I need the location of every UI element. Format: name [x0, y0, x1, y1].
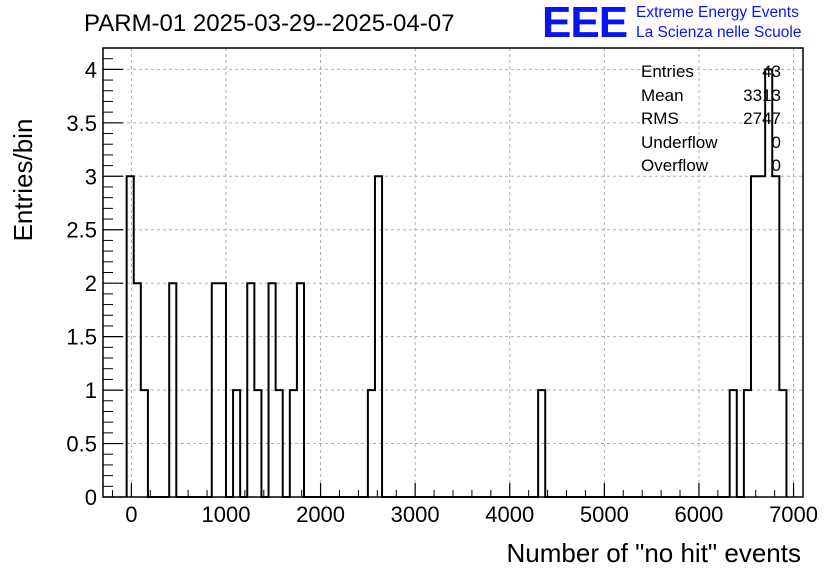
y-axis-label: Entries/bin — [8, 119, 38, 242]
logo-line-2: La Scienza nelle Scuole — [636, 24, 802, 41]
y-tick-label: 3.5 — [66, 111, 97, 136]
stats-row-overflow: Overflow 0 — [641, 154, 781, 178]
logo-line-1: Extreme Energy Events — [636, 4, 799, 21]
y-tick-label: 0 — [85, 485, 97, 510]
y-tick-label: 4 — [85, 57, 97, 82]
y-tick-label: 2.5 — [66, 218, 97, 243]
stats-label: RMS — [641, 109, 679, 128]
stats-value: 3313 — [743, 85, 781, 105]
chart-title: PARM-01 2025-03-29--2025-04-07 — [84, 10, 455, 37]
x-tick-label: 0 — [125, 502, 137, 527]
x-tick-label: 7000 — [769, 502, 818, 527]
x-tick-label: 1000 — [201, 502, 250, 527]
y-tick-label: 1.5 — [66, 325, 97, 350]
x-tick-labels: 0 1000 2000 3000 4000 5000 6000 7000 — [125, 502, 818, 527]
stats-row-entries: Entries 43 — [641, 60, 781, 84]
stats-row-mean: Mean 3313 — [641, 84, 781, 108]
axis-ticks — [103, 47, 795, 498]
stats-row-rms: RMS 2747 — [641, 107, 781, 131]
y-tick-label: 2 — [85, 271, 97, 296]
stats-value: 43 — [762, 62, 781, 81]
x-axis-label: Number of "no hit" events — [507, 538, 802, 568]
stats-value: 0 — [771, 132, 781, 152]
eee-logo-text: Extreme Energy Events La Scienza nelle S… — [636, 3, 801, 43]
eee-logo: EEE — [542, 0, 628, 47]
stats-label: Mean — [641, 85, 684, 105]
y-tick-label: 3 — [85, 164, 97, 189]
x-tick-label: 3000 — [391, 502, 440, 527]
stats-row-underflow: Underflow 0 — [641, 131, 781, 155]
y-tick-label: 0.5 — [66, 432, 97, 457]
stats-label: Underflow — [641, 132, 718, 152]
x-tick-label: 5000 — [580, 502, 629, 527]
x-tick-label: 2000 — [296, 502, 345, 527]
y-tick-label: 1 — [85, 378, 97, 403]
stats-label: Entries — [641, 62, 694, 81]
x-tick-label: 4000 — [485, 502, 534, 527]
grid-lines — [103, 48, 803, 498]
stats-box: Entries 43 Mean 3313 RMS 2747 Underflow … — [641, 60, 781, 178]
stats-value: 2747 — [743, 109, 781, 128]
stats-label: Overflow — [641, 156, 709, 175]
stats-value: 0 — [771, 156, 781, 175]
x-tick-label: 6000 — [674, 502, 723, 527]
y-tick-labels: 0 0.5 1 1.5 2 2.5 3 3.5 4 — [66, 57, 97, 510]
